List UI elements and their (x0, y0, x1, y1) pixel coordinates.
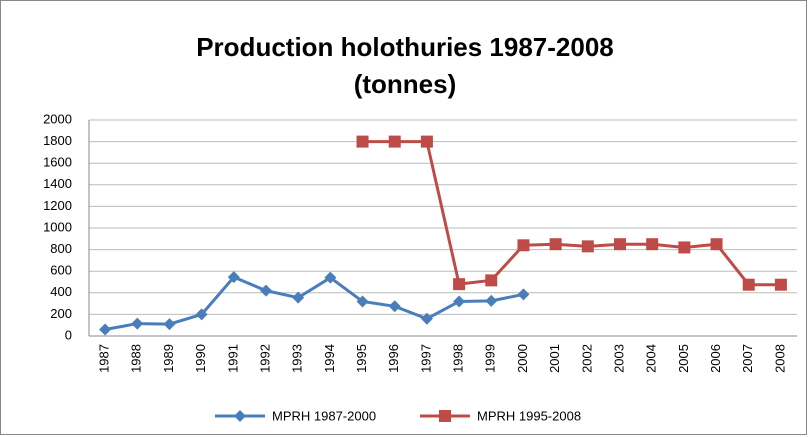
point (517, 288, 530, 301)
point (163, 318, 176, 331)
point (549, 238, 562, 251)
point (292, 291, 305, 304)
x-tick-label: 1992 (257, 344, 272, 373)
point (195, 308, 208, 321)
x-tick-label: 1993 (290, 344, 305, 373)
legend-marker (234, 410, 246, 422)
point (131, 317, 144, 330)
x-tick-label: 2002 (579, 344, 594, 373)
point (742, 278, 755, 291)
x-tick-label: 2005 (676, 344, 691, 373)
y-tick-label: 1000 (43, 219, 72, 234)
x-tick-label: 1997 (418, 344, 433, 373)
point (227, 271, 240, 284)
point (356, 295, 369, 308)
point (356, 135, 369, 148)
chart-title: (tonnes) (354, 69, 457, 99)
legend-marker (439, 410, 451, 422)
point (388, 135, 401, 148)
x-tick-label: 2001 (547, 344, 562, 373)
chart-title: Production holothuries 1987-2008 (196, 32, 614, 62)
x-tick-label: 2003 (611, 344, 626, 373)
x-tick-label: 1998 (451, 344, 466, 373)
point (710, 238, 723, 251)
legend-label: MPRH 1995-2008 (477, 408, 581, 423)
x-tick-label: 1996 (386, 344, 401, 373)
y-tick-label: 0 (65, 327, 72, 342)
point (774, 278, 787, 291)
x-tick-label: 1999 (483, 344, 498, 373)
x-tick-label: 1990 (193, 344, 208, 373)
point (388, 300, 401, 313)
point (260, 284, 272, 297)
y-tick-label: 1400 (43, 176, 72, 191)
x-tick-label: 2000 (515, 344, 530, 373)
point (453, 278, 466, 291)
point (614, 238, 626, 251)
point (485, 274, 498, 287)
x-tick-label: 1988 (129, 344, 144, 373)
point (678, 241, 691, 254)
x-tick-label: 1995 (354, 344, 369, 373)
x-tick-label: 1987 (97, 344, 112, 373)
legend-label: MPRH 1987-2000 (272, 408, 376, 423)
x-tick-label: 1994 (322, 344, 337, 373)
y-tick-label: 600 (50, 263, 72, 278)
x-tick-label: 1991 (225, 344, 240, 373)
series-line (104, 275, 524, 331)
y-tick-label: 1800 (43, 133, 72, 148)
x-tick-label: 2004 (644, 344, 659, 373)
y-tick-label: 800 (50, 241, 72, 256)
x-tick-label: 2008 (772, 344, 787, 373)
point (581, 240, 594, 253)
y-tick-label: 400 (50, 284, 72, 299)
point (517, 239, 530, 252)
point (324, 271, 337, 284)
y-tick-label: 200 (50, 306, 72, 321)
point (646, 238, 659, 251)
y-tick-label: 2000 (43, 111, 72, 126)
point (420, 135, 433, 148)
point (420, 312, 433, 325)
x-tick-label: 2006 (708, 344, 723, 373)
point (99, 323, 112, 336)
point (453, 295, 466, 308)
point (485, 294, 498, 307)
x-tick-label: 2007 (740, 344, 755, 373)
y-tick-label: 1600 (43, 155, 72, 170)
y-tick-label: 1200 (43, 198, 72, 213)
x-tick-label: 1989 (161, 344, 176, 373)
